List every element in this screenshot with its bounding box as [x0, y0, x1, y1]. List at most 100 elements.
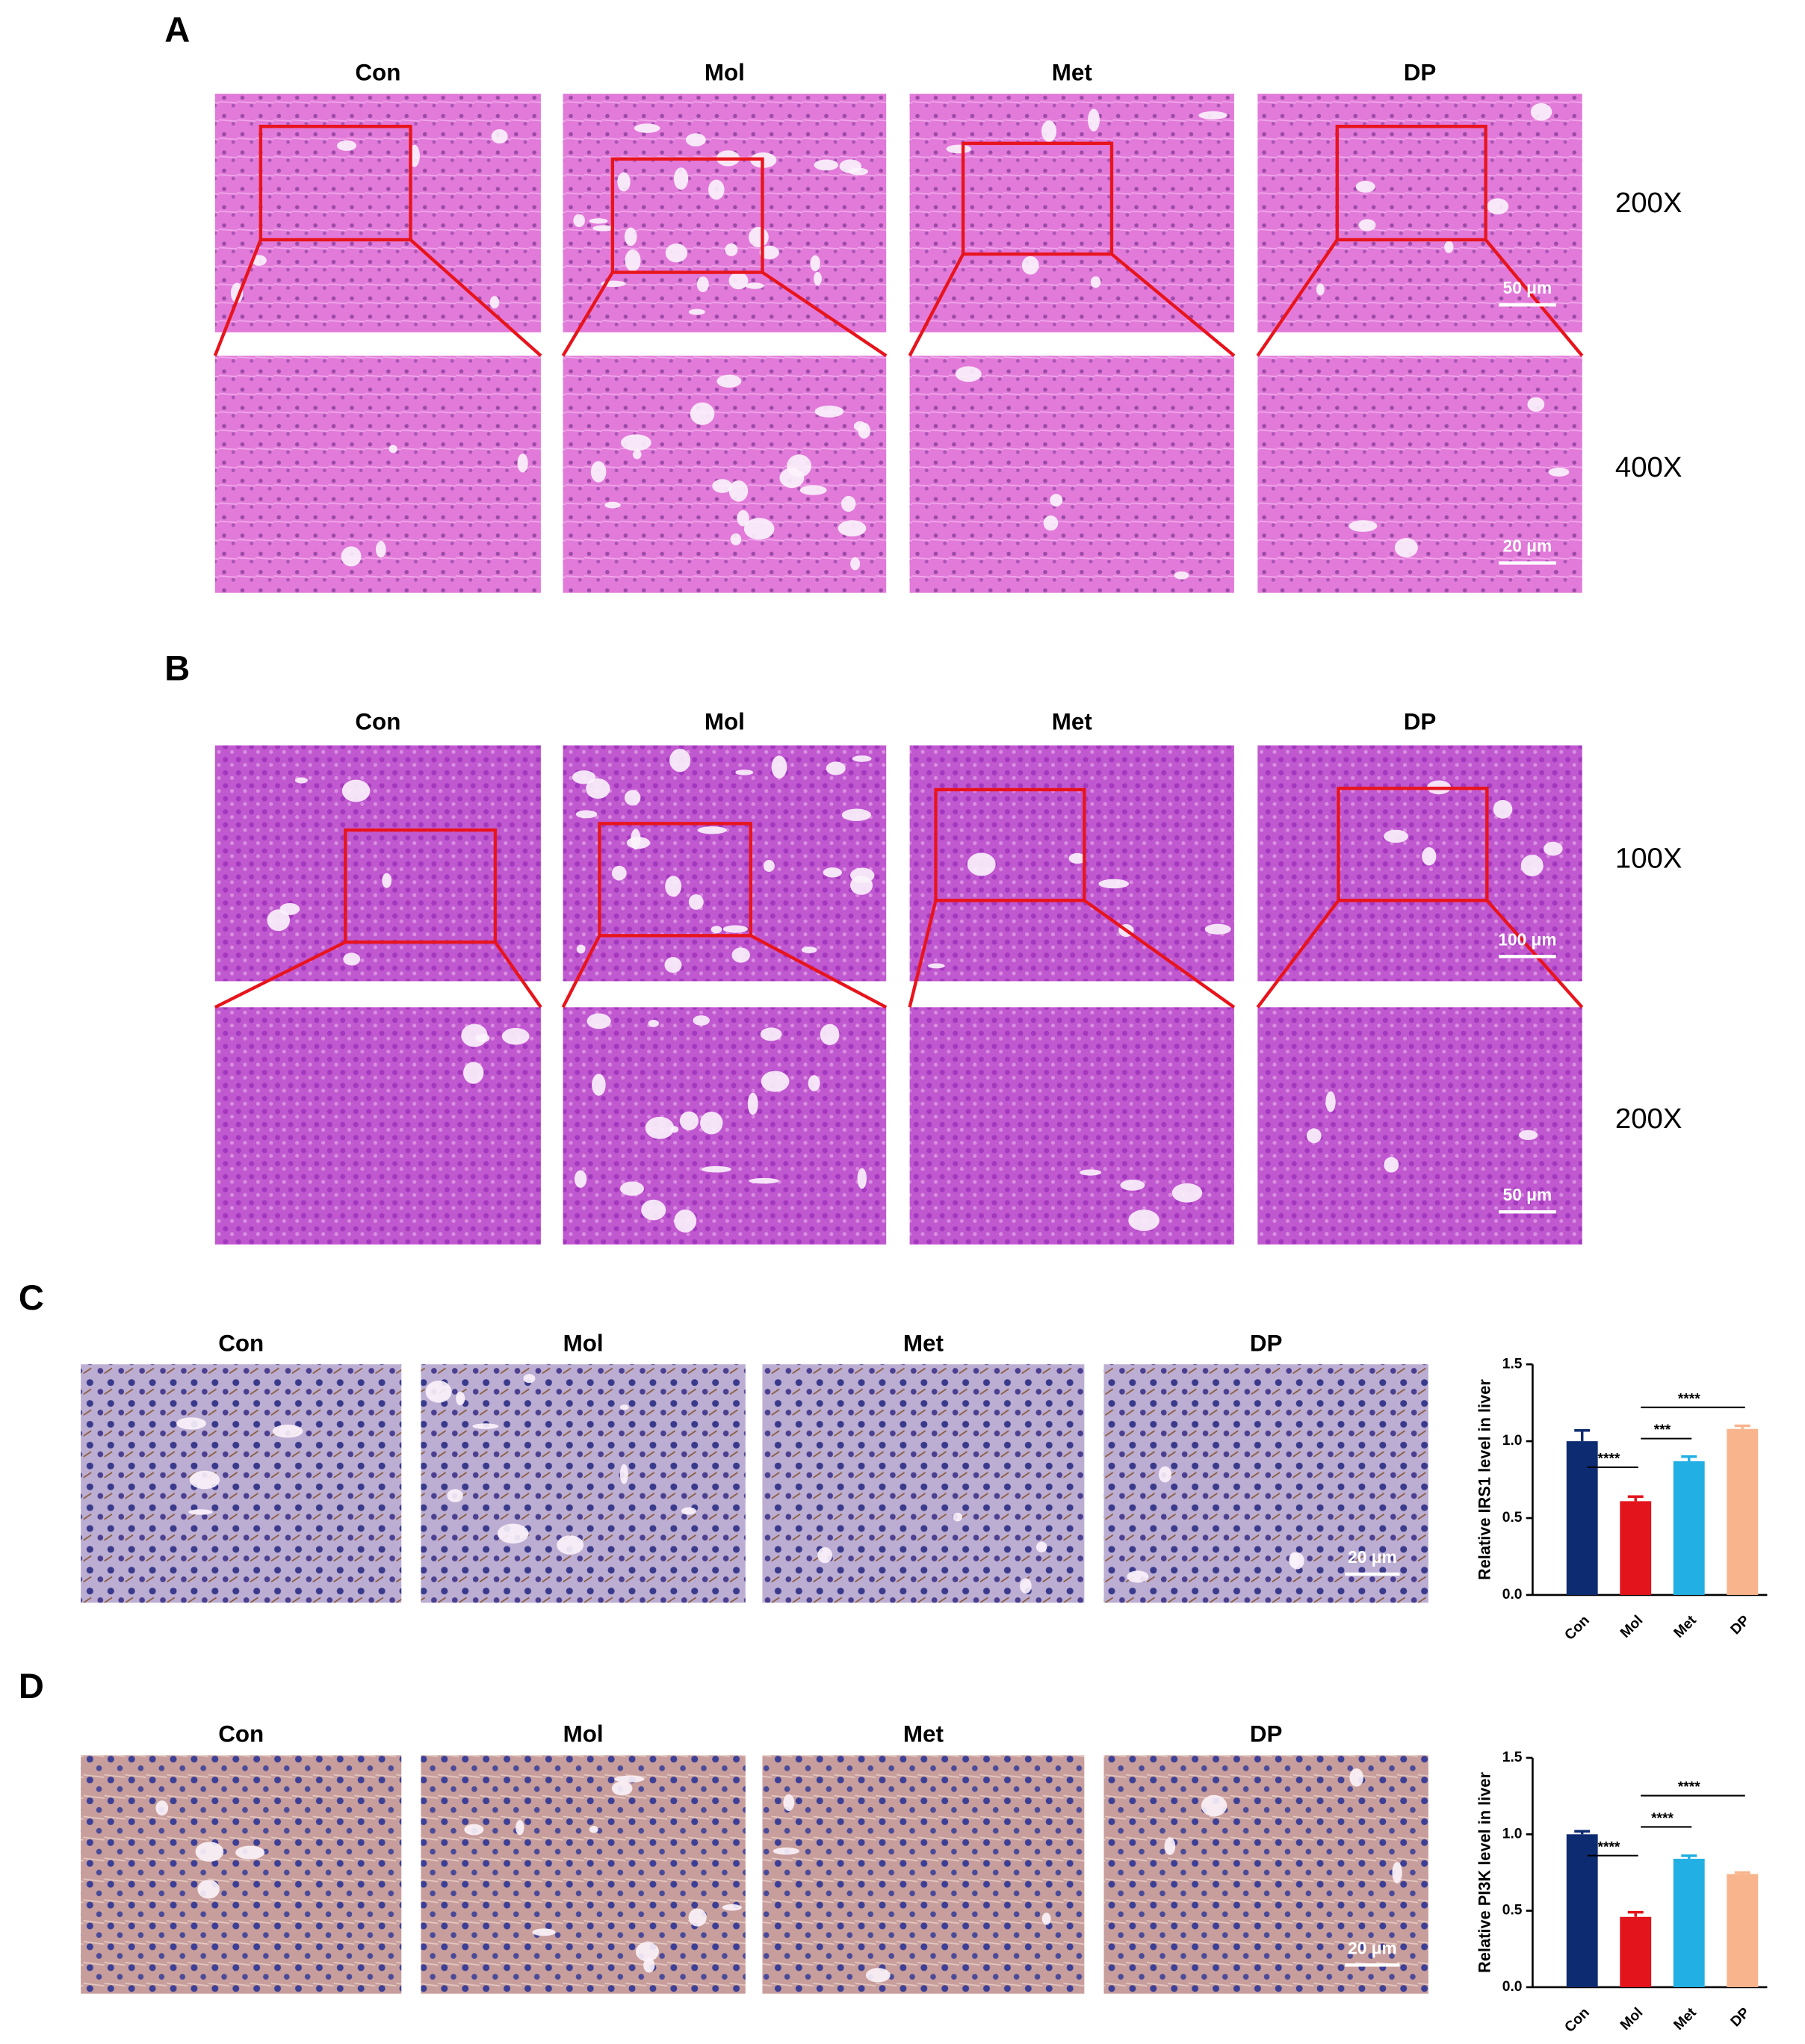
- scale-bar-label: 20 μm: [1348, 1547, 1397, 1567]
- tissue-space: [614, 1775, 645, 1783]
- micrograph: [909, 745, 1234, 982]
- tissue-space: [586, 1013, 611, 1029]
- zoom-line: [494, 941, 542, 1009]
- tissue-space: [853, 421, 867, 432]
- tissue-space: [1158, 1466, 1172, 1483]
- zoom-box: [610, 157, 764, 274]
- zoom-box: [1337, 787, 1489, 902]
- column-label: DP: [1250, 1721, 1283, 1747]
- tissue-space: [574, 1170, 587, 1188]
- tissue-space: [697, 826, 727, 834]
- error-bar: [1681, 1455, 1697, 1461]
- tissue-space: [1068, 852, 1086, 864]
- tissue-space: [272, 1424, 303, 1438]
- tissue-space: [749, 226, 769, 248]
- micrograph: [81, 1364, 402, 1603]
- tissue-space: [688, 1908, 707, 1927]
- error-bar: [1734, 1871, 1750, 1874]
- tissue-space: [155, 1800, 169, 1816]
- tissue-space: [716, 374, 742, 388]
- tissue-space: [189, 1470, 220, 1490]
- tissue-space: [1518, 1130, 1538, 1141]
- tissue-space: [722, 1904, 742, 1911]
- error-bar: [1734, 1424, 1750, 1429]
- y-tick-label: 0.5: [1502, 1903, 1523, 1918]
- tissue-space: [624, 790, 641, 806]
- tissue-space: [464, 1824, 484, 1836]
- tissue-space: [820, 1023, 840, 1045]
- tissue-space: [799, 485, 827, 495]
- tissue-space: [955, 366, 982, 383]
- tissue-space: [425, 1381, 452, 1403]
- tissue-space: [388, 445, 397, 453]
- tissue-space: [696, 276, 709, 293]
- tissue-space: [779, 468, 805, 489]
- tissue-space: [747, 1092, 758, 1115]
- tissue-space: [341, 546, 362, 567]
- tissue-space: [1392, 1862, 1402, 1884]
- tissue-space: [771, 755, 787, 778]
- tissue-space: [1043, 515, 1059, 531]
- micrograph: [421, 1755, 746, 1994]
- tissue-space: [735, 769, 754, 775]
- x-tick-label: DP: [1728, 1612, 1753, 1638]
- tissue-space: [773, 1847, 800, 1855]
- column-label: Met: [903, 1330, 944, 1356]
- tissue-space: [1548, 467, 1570, 477]
- scale-bar-label: 50 μm: [1503, 278, 1552, 297]
- error-bar: [1627, 1910, 1644, 1917]
- significance-label: ****: [1678, 1391, 1700, 1407]
- panel-letter: A: [164, 10, 190, 49]
- tissue-space: [1041, 1913, 1051, 1925]
- x-tick-label: Mol: [1617, 1613, 1646, 1641]
- significance-label: ****: [1678, 1780, 1700, 1795]
- tissue-space: [1444, 241, 1454, 253]
- tissue-space: [617, 172, 631, 192]
- panel-letter: C: [19, 1278, 44, 1317]
- tissue-space: [1349, 520, 1378, 532]
- y-tick-label: 1.5: [1502, 1356, 1523, 1372]
- tissue-space: [294, 777, 308, 784]
- tissue-space: [341, 779, 371, 802]
- tissue-space: [1127, 1570, 1149, 1583]
- tissue-space: [1316, 283, 1325, 296]
- tissue-space: [1021, 256, 1039, 275]
- tissue-space: [589, 1825, 598, 1833]
- tissue-space: [632, 449, 642, 459]
- y-axis-label: Relative IRS1 level in liver: [1475, 1379, 1493, 1580]
- tissue-space: [1384, 829, 1408, 843]
- tissue-space: [701, 1165, 731, 1173]
- panel-letter: D: [19, 1666, 44, 1706]
- zoom-line: [561, 935, 601, 1009]
- tissue-space: [710, 926, 722, 934]
- tissue-space: [967, 852, 996, 876]
- bar: [1673, 1859, 1705, 1987]
- tissue-space: [688, 894, 704, 910]
- bar: [1673, 1461, 1705, 1595]
- tissue-space: [730, 533, 742, 545]
- column-label: Mol: [563, 1721, 604, 1747]
- tissue-space: [1201, 1794, 1227, 1817]
- tissue-space: [1171, 1183, 1203, 1203]
- tissue-space: [1020, 1578, 1032, 1594]
- zoom-line: [1110, 253, 1236, 357]
- tissue-space: [461, 1023, 488, 1047]
- y-tick-label: 1.5: [1502, 1750, 1523, 1765]
- tissue-space: [1530, 103, 1552, 121]
- micrograph: [1103, 1364, 1428, 1603]
- micrograph: [762, 1755, 1085, 1994]
- tissue-space: [489, 296, 500, 309]
- x-tick-label: Met: [1671, 1612, 1700, 1641]
- scale-bar-label: 20 μm: [1348, 1938, 1397, 1957]
- significance-label: ***: [1654, 1422, 1671, 1438]
- x-tick-label: Con: [1562, 1613, 1593, 1644]
- tissue-space: [1088, 108, 1100, 131]
- tissue-space: [946, 144, 972, 154]
- zoom-line: [409, 238, 542, 357]
- tissue-space: [590, 461, 607, 483]
- tissue-space: [674, 1210, 697, 1233]
- tissue-space: [575, 810, 598, 819]
- tissue-space: [712, 479, 733, 493]
- tissue-space: [648, 1019, 659, 1027]
- tissue-space: [850, 867, 875, 883]
